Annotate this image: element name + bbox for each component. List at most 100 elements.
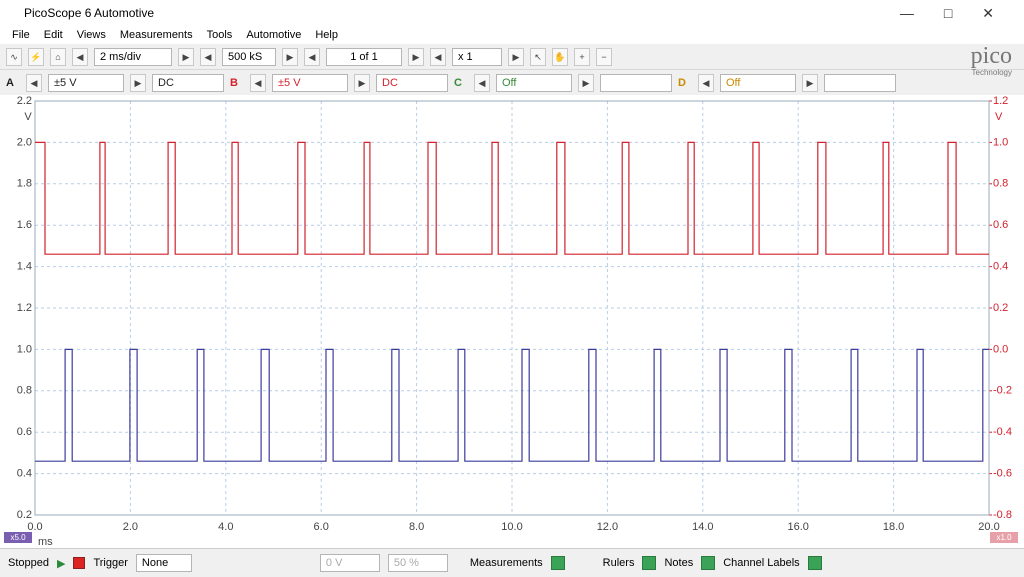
next[interactable]: ▶ bbox=[508, 47, 524, 66]
y2-tick-label: 0.6 bbox=[993, 219, 1008, 231]
auto-setup[interactable]: ⚡ bbox=[28, 47, 44, 66]
x-tick-label: 18.0 bbox=[883, 521, 904, 533]
menu-item[interactable]: Automotive bbox=[246, 29, 302, 41]
menu-item[interactable]: Edit bbox=[43, 29, 63, 41]
zoom[interactable]: x 1 bbox=[452, 47, 502, 66]
trigger-mode[interactable]: None bbox=[135, 554, 192, 572]
channel-labels-button[interactable] bbox=[807, 556, 822, 570]
toolbar: ∿ ⚡ ⌂ ◀ 2 ms/div ▶ ◀ 500 kS ▶ ◀ 1 of 1 ▶… bbox=[0, 44, 1024, 70]
channel-coupling[interactable] bbox=[824, 73, 896, 92]
trigger-label: Trigger bbox=[93, 557, 128, 569]
menu-item[interactable]: Views bbox=[76, 29, 106, 41]
prev[interactable]: ◀ bbox=[430, 47, 446, 66]
y-tick-label: 1.2 bbox=[17, 302, 32, 314]
samples[interactable]: 500 kS bbox=[222, 47, 276, 66]
logo-name: pico bbox=[970, 43, 1012, 69]
next[interactable]: ▶ bbox=[178, 47, 194, 66]
y-tick-label: 2.0 bbox=[17, 136, 32, 148]
y-tick-label: 0.6 bbox=[17, 426, 32, 438]
prev[interactable]: ◀ bbox=[474, 73, 490, 92]
y2-unit: V bbox=[995, 111, 1003, 123]
plot-background bbox=[0, 95, 1024, 548]
y-tick-label: 2.2 bbox=[17, 95, 32, 107]
trigger-level[interactable]: 0 V bbox=[319, 554, 380, 572]
y2-tick-label: 0.2 bbox=[993, 302, 1008, 314]
next[interactable]: ▶ bbox=[130, 73, 146, 92]
y2-tick-label: -0.2 bbox=[993, 385, 1012, 397]
channel-letter: C bbox=[454, 76, 462, 89]
prev[interactable]: ◀ bbox=[200, 47, 216, 66]
scope-view: V V ms x5.0 x1.0 0.0 2.0 4.0 6.0 8.0 10.0 12.0… bbox=[0, 95, 1024, 548]
y2-tick-label: -0.6 bbox=[993, 468, 1012, 480]
menu-item[interactable]: Measurements bbox=[119, 29, 193, 41]
next[interactable]: ▶ bbox=[408, 47, 424, 66]
stop-button[interactable] bbox=[73, 557, 86, 569]
next[interactable]: ▶ bbox=[354, 73, 370, 92]
y-tick-label: 0.4 bbox=[17, 468, 32, 480]
channel-bar: A ◀ ±5 V ▶ DC B ◀ ±5 V ▶ DC C ◀ Off ▶ D ◀ Off ▶ bbox=[0, 70, 1024, 95]
prev[interactable]: ◀ bbox=[250, 73, 266, 92]
zoom-out[interactable]: − bbox=[596, 47, 612, 66]
menu-bar: File Edit Views Measurements Tools Automotive… bbox=[0, 26, 1024, 44]
add-measurement[interactable] bbox=[550, 556, 565, 570]
left-scale: x5.0 bbox=[10, 533, 26, 542]
channel-range[interactable]: Off bbox=[720, 73, 796, 92]
channel-letter: D bbox=[678, 76, 686, 89]
x-tick-label: 16.0 bbox=[787, 521, 808, 533]
pretrigger[interactable]: 50 % bbox=[387, 554, 448, 572]
window-controls[interactable]: —□✕ bbox=[899, 4, 1024, 21]
x-tick-label: 0.0 bbox=[27, 521, 42, 533]
menu-item[interactable]: Help bbox=[315, 29, 338, 41]
measurements: Measurements bbox=[469, 557, 543, 569]
rulers-button[interactable] bbox=[642, 556, 657, 570]
scope-mode[interactable]: ∿ bbox=[6, 47, 22, 66]
scale-badge bbox=[4, 532, 32, 543]
next[interactable]: ▶ bbox=[282, 47, 298, 66]
prev[interactable]: ◀ bbox=[72, 47, 88, 66]
prev[interactable]: ◀ bbox=[26, 73, 42, 92]
x-unit: ms bbox=[38, 536, 53, 548]
prev[interactable]: ◀ bbox=[304, 47, 320, 66]
buffer[interactable]: 1 of 1 bbox=[326, 47, 402, 66]
notes-button[interactable] bbox=[701, 556, 716, 570]
x-tick-label: 4.0 bbox=[218, 521, 233, 533]
prev[interactable]: ◀ bbox=[698, 73, 714, 92]
y-tick-label: 1.0 bbox=[17, 343, 32, 355]
y2-tick-label: 0.0 bbox=[993, 343, 1008, 355]
channel-range[interactable]: ±5 V bbox=[48, 73, 124, 92]
y-tick-label: 0.2 bbox=[17, 509, 32, 521]
y-tick-label: 1.8 bbox=[17, 178, 32, 190]
x-tick-label: 2.0 bbox=[123, 521, 138, 533]
zoom-in[interactable]: + bbox=[574, 47, 590, 66]
x-tick-label: 6.0 bbox=[314, 521, 329, 533]
title-bar: PicoScope 6 Automotive —□✕ bbox=[0, 0, 1024, 26]
next[interactable]: ▶ bbox=[802, 73, 818, 92]
channel-letter: B bbox=[230, 76, 238, 89]
run-button[interactable]: ▶ bbox=[56, 557, 66, 570]
next[interactable]: ▶ bbox=[578, 73, 594, 92]
logo: pico Technology bbox=[971, 44, 1012, 77]
y2-tick-label: 0.8 bbox=[993, 178, 1008, 190]
x-tick-label: 12.0 bbox=[597, 521, 618, 533]
x-tick-label: 10.0 bbox=[501, 521, 522, 533]
menu-item[interactable]: Tools bbox=[206, 29, 233, 41]
channel-coupling[interactable] bbox=[600, 73, 672, 92]
y2-tick-label: 0.4 bbox=[993, 261, 1008, 273]
timebase[interactable]: 2 ms/div bbox=[94, 47, 172, 66]
notes: Notes bbox=[664, 557, 694, 569]
scale-badge bbox=[990, 532, 1018, 543]
y2-tick-label: -0.8 bbox=[993, 509, 1012, 521]
channel-labels: Channel Labels bbox=[723, 557, 800, 569]
waveform bbox=[35, 141, 989, 255]
hand[interactable]: ✋ bbox=[552, 47, 568, 66]
channel-range[interactable]: Off bbox=[496, 73, 572, 92]
y-unit: V bbox=[24, 111, 32, 123]
home[interactable]: ⌂ bbox=[50, 47, 66, 66]
channel-coupling[interactable]: DC bbox=[152, 73, 224, 92]
channel-coupling[interactable]: DC bbox=[376, 73, 448, 92]
channel-range[interactable]: ±5 V bbox=[272, 73, 348, 92]
pointer[interactable]: ↖ bbox=[530, 47, 546, 66]
x-tick-label: 20.0 bbox=[978, 521, 999, 533]
menu-item[interactable]: File bbox=[12, 29, 30, 41]
